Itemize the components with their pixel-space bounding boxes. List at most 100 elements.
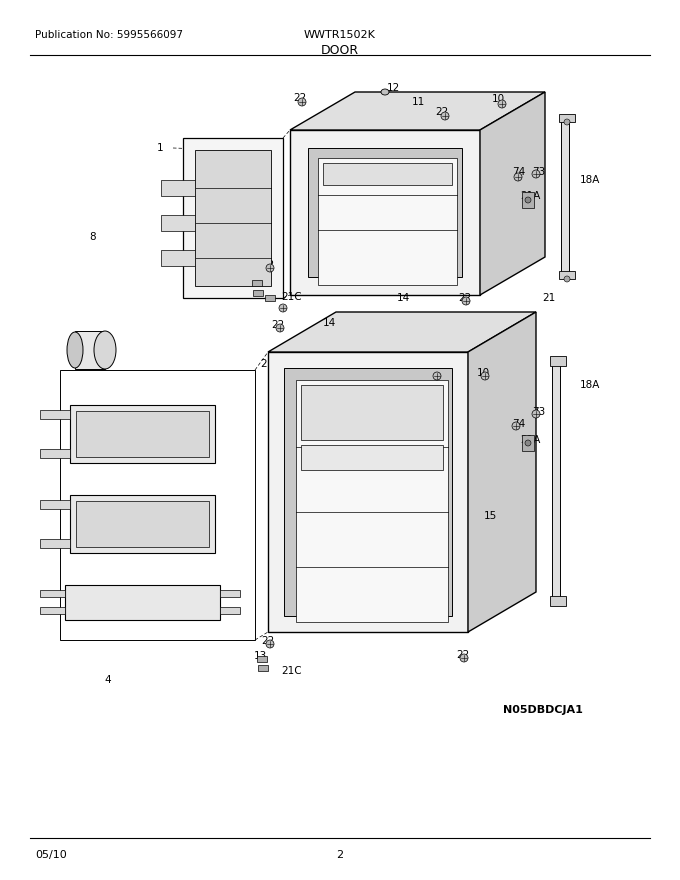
Text: 15: 15	[483, 511, 496, 521]
Polygon shape	[40, 410, 70, 419]
Text: 22: 22	[261, 636, 275, 646]
Polygon shape	[550, 356, 566, 366]
Polygon shape	[258, 665, 268, 671]
Polygon shape	[265, 295, 275, 301]
Polygon shape	[253, 290, 263, 296]
Text: 22: 22	[435, 107, 449, 117]
Circle shape	[266, 264, 274, 272]
Text: Publication No: 5995566097: Publication No: 5995566097	[35, 30, 183, 40]
Polygon shape	[252, 280, 262, 286]
Polygon shape	[65, 585, 220, 620]
Circle shape	[512, 422, 520, 430]
Polygon shape	[468, 312, 536, 632]
Text: 22: 22	[293, 93, 307, 103]
Polygon shape	[559, 114, 575, 122]
Text: 1: 1	[156, 143, 163, 153]
Text: 8: 8	[90, 232, 97, 242]
Polygon shape	[76, 501, 209, 547]
Polygon shape	[550, 596, 566, 606]
Text: 4: 4	[105, 675, 112, 685]
Polygon shape	[480, 92, 545, 295]
Polygon shape	[268, 312, 536, 352]
Polygon shape	[301, 445, 443, 470]
Polygon shape	[522, 192, 534, 208]
Circle shape	[532, 410, 540, 418]
Text: 74: 74	[512, 167, 526, 177]
Polygon shape	[70, 405, 215, 463]
Text: 22: 22	[458, 293, 472, 303]
Text: 05/10: 05/10	[35, 850, 67, 860]
Polygon shape	[161, 180, 195, 196]
Polygon shape	[40, 607, 65, 614]
Text: 18A: 18A	[580, 175, 600, 185]
Polygon shape	[40, 449, 70, 458]
Text: 11: 11	[411, 97, 424, 107]
Text: N05DBDCJA1: N05DBDCJA1	[503, 705, 583, 715]
Text: 21A: 21A	[520, 191, 540, 201]
Polygon shape	[257, 656, 267, 662]
Polygon shape	[323, 163, 452, 185]
Circle shape	[525, 197, 531, 203]
Text: DOOR: DOOR	[321, 43, 359, 56]
Circle shape	[276, 324, 284, 332]
Polygon shape	[40, 539, 70, 548]
Text: 14: 14	[396, 293, 409, 303]
Circle shape	[564, 276, 570, 282]
Circle shape	[481, 372, 489, 380]
Polygon shape	[301, 385, 443, 440]
Circle shape	[462, 297, 470, 305]
Polygon shape	[70, 495, 215, 553]
Text: WWTR1502K: WWTR1502K	[304, 30, 376, 40]
Text: 21: 21	[543, 293, 556, 303]
Polygon shape	[308, 148, 462, 277]
Polygon shape	[290, 130, 480, 295]
Polygon shape	[76, 411, 209, 457]
Circle shape	[460, 654, 468, 662]
Text: 22: 22	[456, 650, 470, 660]
Polygon shape	[290, 92, 545, 130]
Text: 21C: 21C	[282, 666, 303, 676]
Text: 12: 12	[386, 83, 400, 93]
Circle shape	[279, 304, 287, 312]
Polygon shape	[40, 590, 65, 597]
Polygon shape	[318, 158, 457, 285]
Text: 10: 10	[492, 94, 505, 104]
Circle shape	[266, 640, 274, 648]
Ellipse shape	[67, 332, 83, 368]
Text: 22: 22	[271, 320, 285, 330]
Text: 2: 2	[337, 850, 343, 860]
Polygon shape	[552, 362, 560, 602]
Text: 73: 73	[532, 167, 545, 177]
Text: 4A: 4A	[111, 427, 125, 437]
Circle shape	[564, 119, 570, 125]
Text: 13A: 13A	[245, 275, 265, 285]
Text: 22: 22	[428, 369, 441, 379]
Text: 14: 14	[322, 318, 336, 328]
Text: 74: 74	[512, 419, 526, 429]
Polygon shape	[195, 150, 271, 286]
Text: 10: 10	[477, 368, 490, 378]
Polygon shape	[296, 380, 448, 622]
Circle shape	[433, 372, 441, 380]
Text: 4B: 4B	[111, 495, 125, 505]
Circle shape	[298, 98, 306, 106]
Text: 73: 73	[532, 407, 545, 417]
Text: 7: 7	[86, 343, 93, 353]
Ellipse shape	[94, 331, 116, 369]
Circle shape	[498, 100, 506, 108]
Text: 21A: 21A	[520, 435, 540, 445]
Ellipse shape	[381, 89, 389, 95]
Circle shape	[514, 173, 522, 181]
Polygon shape	[161, 250, 195, 266]
Polygon shape	[284, 368, 452, 616]
Polygon shape	[161, 215, 195, 231]
Polygon shape	[220, 590, 240, 597]
Text: 18A: 18A	[580, 380, 600, 390]
Polygon shape	[561, 120, 569, 275]
Polygon shape	[40, 500, 70, 509]
Text: 13: 13	[254, 651, 267, 661]
Polygon shape	[522, 435, 534, 451]
Polygon shape	[183, 138, 283, 298]
Text: 21C: 21C	[282, 292, 303, 302]
Text: 2: 2	[260, 359, 267, 369]
